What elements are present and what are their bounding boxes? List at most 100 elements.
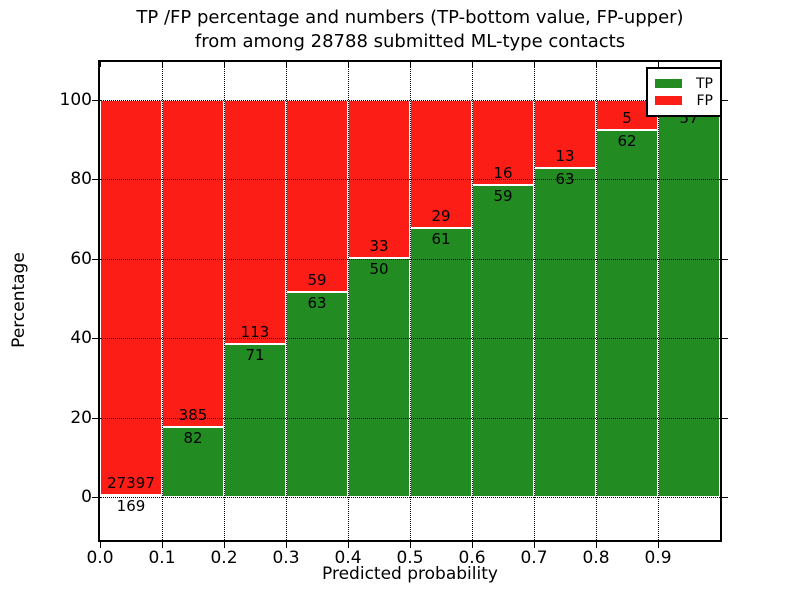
y-tick-label: 100 [59, 90, 92, 110]
tp-count-label: 63 [307, 293, 327, 312]
y-tick-left [92, 258, 98, 260]
x-gridline [534, 62, 535, 540]
x-tick-bottom [596, 542, 597, 548]
x-tick-bottom [410, 542, 411, 548]
x-axis-label: Predicted probability [322, 564, 498, 584]
y-tick-right [722, 497, 728, 498]
x-tick-bottom [472, 542, 473, 548]
x-gridline [224, 62, 225, 540]
x-tick-label: 0.4 [334, 548, 362, 568]
x-tick-top [596, 62, 597, 67]
bar-segment-tp [596, 129, 658, 497]
y-tick-right [722, 258, 728, 260]
x-gridline [348, 62, 349, 540]
tp-count-label: 169 [116, 496, 146, 515]
y-tick-label: 20 [70, 407, 92, 428]
fp-count-label: 385 [178, 406, 208, 425]
fp-count-label: 5 [622, 108, 632, 127]
tp-swatch-icon [655, 79, 682, 88]
x-tick-bottom [224, 542, 225, 548]
fp-count-label: 33 [369, 236, 389, 255]
bar-segment-fp [286, 100, 348, 292]
fp-count-label: 113 [240, 322, 270, 341]
y-tick-left [92, 338, 98, 340]
bar-segment-tp [162, 427, 224, 497]
y-tick-label: 80 [70, 169, 92, 190]
x-tick-top [162, 62, 163, 67]
y-tick-right [722, 100, 728, 101]
chart-title-line2: from among 28788 submitted ML-type conta… [194, 31, 626, 52]
bar-segment-tp [224, 343, 286, 497]
x-tick-top [286, 62, 287, 67]
y-tick-label: 40 [70, 328, 92, 349]
x-tick-top [100, 62, 101, 67]
bar-segment-tp [534, 167, 596, 497]
fp-count-label: 27397 [107, 473, 155, 492]
x-tick-label: 0.0 [86, 548, 114, 568]
bar-segment-fp [472, 100, 534, 185]
x-tick-bottom [162, 542, 163, 548]
x-tick-top [348, 62, 349, 67]
x-tick-label: 0.7 [520, 548, 548, 568]
bar-segment-fp [100, 100, 162, 495]
bar-segment-tp [472, 184, 534, 497]
x-tick-bottom [658, 542, 659, 548]
plot-area: TP FP 0 20 40 60 80 100 0.0 0.1 0.2 0.3 0.4 0.5 0.6 0.… [60, 60, 728, 568]
bar-segment-tp [286, 291, 348, 497]
bar-segment-fp [162, 100, 224, 428]
x-tick-top [472, 62, 473, 67]
x-gridline [472, 62, 473, 540]
y-tick-left [92, 497, 98, 498]
x-tick-bottom [348, 542, 349, 548]
x-tick-top [410, 62, 411, 67]
legend: TP FP [646, 67, 722, 117]
y-tick-right [722, 417, 728, 419]
tp-count-label: 59 [493, 186, 513, 205]
x-gridline [658, 62, 659, 540]
legend-label: TP [696, 75, 713, 92]
x-gridline [596, 62, 597, 540]
x-tick-bottom [100, 542, 101, 548]
y-tick-left [92, 179, 98, 181]
y-tick-right [722, 338, 728, 340]
x-tick-label: 0.6 [458, 548, 486, 568]
y-tick-left [92, 417, 98, 419]
bar-segment-tp [348, 257, 410, 497]
x-tick-label: 0.2 [210, 548, 238, 568]
y-tick-label: 60 [70, 248, 92, 269]
bar-segment-tp [100, 494, 162, 497]
legend-label: FP [696, 92, 714, 109]
fp-swatch-icon [655, 96, 682, 105]
x-gridline [410, 62, 411, 540]
x-gridline [286, 62, 287, 540]
chart-title-line1: TP /FP percentage and numbers (TP-bottom… [136, 7, 684, 28]
y-tick-right [722, 179, 728, 181]
x-tick-top [658, 62, 659, 67]
x-tick-label: 0.8 [582, 548, 610, 568]
y-axis-label: Percentage [9, 252, 29, 348]
legend-entry-fp: FP [655, 92, 713, 109]
tp-count-label: 63 [555, 169, 575, 188]
x-tick-label: 0.5 [396, 548, 424, 568]
x-tick-label: 0.3 [272, 548, 300, 568]
bar-segment-tp [410, 227, 472, 497]
fp-count-label: 16 [493, 163, 513, 182]
x-tick-bottom [286, 542, 287, 548]
fp-count-label: 29 [431, 206, 451, 225]
tp-count-label: 82 [183, 429, 203, 448]
fp-count-label: 13 [555, 146, 575, 165]
bar-segment-fp [224, 100, 286, 344]
y-tick-label: 0 [81, 487, 92, 507]
tp-count-label: 71 [245, 345, 265, 364]
chart-title: TP /FP percentage and numbers (TP-bottom… [100, 6, 720, 54]
x-gridline [162, 62, 163, 540]
legend-entry-tp: TP [655, 75, 713, 92]
x-tick-bottom [534, 542, 535, 548]
x-tick-top [224, 62, 225, 67]
x-tick-label: 0.9 [644, 548, 672, 568]
fp-count-label: 59 [307, 270, 327, 289]
tp-count-label: 62 [617, 131, 637, 150]
x-tick-top [534, 62, 535, 67]
tp-count-label: 61 [431, 229, 451, 248]
